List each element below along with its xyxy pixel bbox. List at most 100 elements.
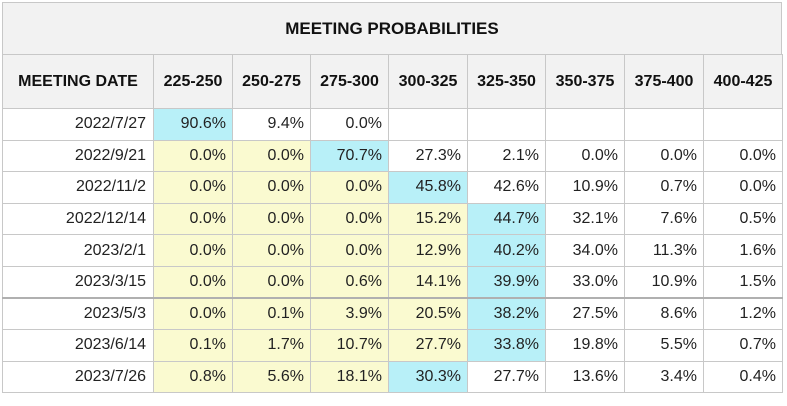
column-header-rate: 300-325 xyxy=(388,54,468,109)
probabilities-panel: MEETING PROBABILITIES MEETING DATE 225-2… xyxy=(2,2,784,402)
column-header-rate: 325-350 xyxy=(467,54,546,109)
probability-cell: 18.1% xyxy=(310,360,389,394)
meeting-date-cell: 2023/5/3 xyxy=(2,297,154,331)
meeting-date-cell: 2023/2/1 xyxy=(2,234,154,267)
probability-cell: 13.6% xyxy=(545,360,625,394)
meeting-date-cell: 2022/9/21 xyxy=(2,139,154,173)
probability-cell: 30.3% xyxy=(388,360,468,394)
column-header-meeting-date: MEETING DATE xyxy=(2,54,154,109)
probability-cell: 38.2% xyxy=(467,297,546,331)
probability-cell: 7.6% xyxy=(624,202,704,236)
probability-cell: 0.5% xyxy=(703,202,783,236)
probability-cell: 9.4% xyxy=(232,108,311,141)
probability-cell: 14.1% xyxy=(388,265,468,299)
probability-cell: 0.0% xyxy=(232,139,311,173)
probability-cell xyxy=(624,108,704,141)
table-row: 2022/11/2 0.0% 0.0% 0.0% 45.8% 42.6% 10.9% 0.7%… xyxy=(2,171,783,204)
meeting-probabilities-table: MEETING DATE 225-250 250-275 275-300 300… xyxy=(2,54,783,394)
probability-cell xyxy=(467,108,546,141)
probability-cell: 32.1% xyxy=(545,202,625,236)
probability-cell: 0.8% xyxy=(153,360,233,394)
probability-cell: 0.0% xyxy=(153,234,233,267)
probability-cell: 27.3% xyxy=(388,139,468,173)
probability-cell: 0.0% xyxy=(153,265,233,299)
table-row: 2022/12/14 0.0% 0.0% 0.0% 15.2% 44.7% 32.1% 7.6… xyxy=(2,202,783,236)
meeting-date-cell: 2023/7/26 xyxy=(2,360,154,394)
table-row: 2022/7/27 90.6% 9.4% 0.0% xyxy=(2,108,783,141)
probability-cell: 90.6% xyxy=(153,108,233,141)
probability-cell: 0.0% xyxy=(310,108,389,141)
probability-cell: 0.0% xyxy=(232,265,311,299)
probability-cell: 27.7% xyxy=(467,360,546,394)
table-row: 2022/9/21 0.0% 0.0% 70.7% 27.3% 2.1% 0.0% 0.0% 0… xyxy=(2,139,783,173)
probability-cell: 0.0% xyxy=(232,171,311,204)
probability-cell: 12.9% xyxy=(388,234,468,267)
table-row: 2023/7/26 0.8% 5.6% 18.1% 30.3% 27.7% 13.6% 3.4… xyxy=(2,360,783,394)
probability-cell: 3.9% xyxy=(310,297,389,331)
probability-cell: 40.2% xyxy=(467,234,546,267)
probability-cell: 0.0% xyxy=(703,171,783,204)
probability-cell: 27.7% xyxy=(388,329,468,362)
probability-cell: 20.5% xyxy=(388,297,468,331)
probability-cell: 0.0% xyxy=(310,234,389,267)
table-row: 2023/2/1 0.0% 0.0% 0.0% 12.9% 40.2% 34.0% 11.3%… xyxy=(2,234,783,267)
probability-cell: 0.7% xyxy=(624,171,704,204)
probability-cell: 42.6% xyxy=(467,171,546,204)
column-header-rate: 275-300 xyxy=(310,54,389,109)
column-header-rate: 350-375 xyxy=(545,54,625,109)
column-header-rate: 225-250 xyxy=(153,54,233,109)
meeting-date-cell: 2023/6/14 xyxy=(2,329,154,362)
meeting-date-cell: 2022/11/2 xyxy=(2,171,154,204)
column-header-rate: 400-425 xyxy=(703,54,783,109)
probability-cell: 0.0% xyxy=(153,297,233,331)
probability-cell: 10.9% xyxy=(624,265,704,299)
probability-cell xyxy=(388,108,468,141)
meeting-date-cell: 2023/3/15 xyxy=(2,265,154,299)
probability-cell: 27.5% xyxy=(545,297,625,331)
probability-cell: 2.1% xyxy=(467,139,546,173)
probability-cell: 11.3% xyxy=(624,234,704,267)
probability-cell: 0.0% xyxy=(232,234,311,267)
probability-cell: 33.0% xyxy=(545,265,625,299)
header-row: MEETING DATE 225-250 250-275 275-300 300… xyxy=(2,54,783,109)
probability-cell: 10.7% xyxy=(310,329,389,362)
probability-cell: 0.1% xyxy=(153,329,233,362)
column-header-rate: 250-275 xyxy=(232,54,311,109)
probability-cell: 5.6% xyxy=(232,360,311,394)
probability-cell: 0.6% xyxy=(310,265,389,299)
probability-cell: 0.0% xyxy=(310,202,389,236)
probability-cell: 1.2% xyxy=(703,297,783,331)
probability-cell: 8.6% xyxy=(624,297,704,331)
probability-cell: 10.9% xyxy=(545,171,625,204)
probability-cell: 15.2% xyxy=(388,202,468,236)
probability-cell: 1.7% xyxy=(232,329,311,362)
probability-cell: 1.5% xyxy=(703,265,783,299)
table-row: 2023/5/3 0.0% 0.1% 3.9% 20.5% 38.2% 27.5% 8.6% 1… xyxy=(2,297,783,331)
probability-cell: 19.8% xyxy=(545,329,625,362)
probability-cell: 70.7% xyxy=(310,139,389,173)
probability-cell: 5.5% xyxy=(624,329,704,362)
probability-cell xyxy=(703,108,783,141)
probability-cell: 0.7% xyxy=(703,329,783,362)
probability-cell: 0.0% xyxy=(232,202,311,236)
meeting-date-cell: 2022/7/27 xyxy=(2,108,154,141)
probability-cell: 0.0% xyxy=(153,171,233,204)
probability-cell: 33.8% xyxy=(467,329,546,362)
panel-title: MEETING PROBABILITIES xyxy=(2,2,782,54)
probability-cell: 0.0% xyxy=(624,139,704,173)
probability-cell: 0.0% xyxy=(153,139,233,173)
probability-cell: 0.0% xyxy=(153,202,233,236)
probability-cell: 3.4% xyxy=(624,360,704,394)
probability-cell: 34.0% xyxy=(545,234,625,267)
probability-cell: 44.7% xyxy=(467,202,546,236)
probability-cell: 0.0% xyxy=(545,139,625,173)
probability-cell: 0.0% xyxy=(703,139,783,173)
probability-cell: 39.9% xyxy=(467,265,546,299)
probability-cell: 0.1% xyxy=(232,297,311,331)
table-row: 2023/3/15 0.0% 0.0% 0.6% 14.1% 39.9% 33.0% 10.9… xyxy=(2,265,783,299)
meeting-date-cell: 2022/12/14 xyxy=(2,202,154,236)
probability-cell: 1.6% xyxy=(703,234,783,267)
table-row: 2023/6/14 0.1% 1.7% 10.7% 27.7% 33.8% 19.8% 5.5… xyxy=(2,329,783,362)
probability-cell xyxy=(545,108,625,141)
column-header-rate: 375-400 xyxy=(624,54,704,109)
